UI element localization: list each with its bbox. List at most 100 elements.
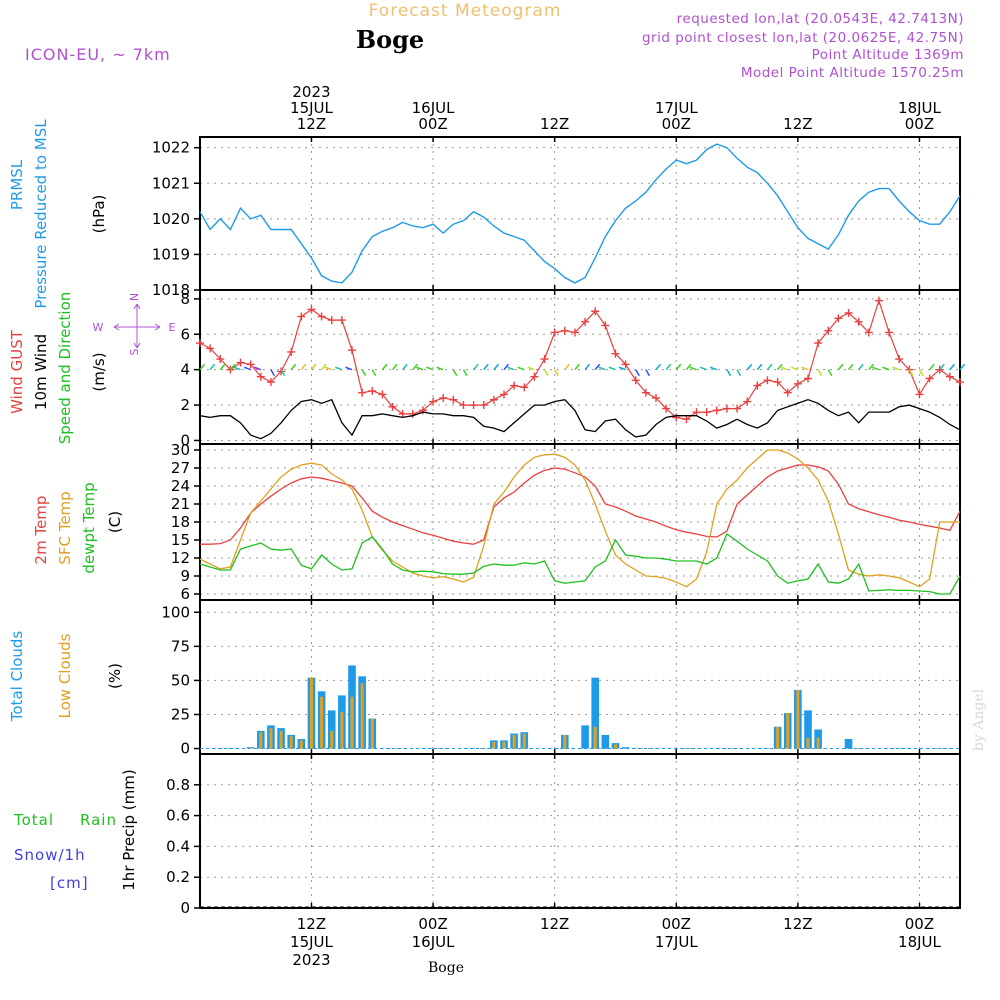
y-tick-label: 1019 bbox=[152, 245, 190, 263]
low-cloud-bar bbox=[299, 740, 303, 749]
point-altitude: Point Altitude 1369m bbox=[812, 47, 964, 63]
wind-direction-arrow bbox=[665, 363, 672, 371]
wind-direction-arrow bbox=[635, 369, 640, 377]
wind-unit: (m/s) bbox=[90, 352, 108, 391]
wind-direction-arrow bbox=[949, 363, 955, 371]
gust-point bbox=[307, 305, 316, 314]
gust-point bbox=[702, 408, 711, 417]
gust-point bbox=[500, 390, 508, 399]
wind-direction-arrow bbox=[827, 369, 833, 377]
gust-point bbox=[905, 365, 914, 374]
gust-point bbox=[763, 376, 772, 385]
y-tick-label: 0 bbox=[180, 740, 190, 758]
precip-ylabel: 1hr Precip (mm) bbox=[120, 769, 138, 890]
top-time-label: 2023 bbox=[292, 83, 330, 101]
wind-direction-arrow bbox=[233, 366, 241, 371]
gust-point bbox=[297, 312, 306, 321]
wind-direction-arrow bbox=[270, 369, 276, 377]
top-time-label: 00Z bbox=[662, 115, 691, 133]
gust-point bbox=[631, 376, 640, 385]
wind-direction-arrow bbox=[361, 369, 367, 377]
low-cloud-bar bbox=[289, 736, 293, 749]
y-tick-label: 8 bbox=[180, 290, 190, 308]
bottom-time-label: 15JUL bbox=[290, 933, 333, 951]
tsfc-label: SFC Temp bbox=[56, 491, 74, 564]
gust-point bbox=[621, 360, 630, 369]
top-time-label: 12Z bbox=[540, 115, 569, 133]
low-cloud-bar bbox=[340, 711, 344, 749]
wind-direction-arrow bbox=[908, 369, 914, 377]
gust-point bbox=[398, 409, 407, 418]
panel-frame-precip bbox=[199, 753, 961, 909]
gust-point bbox=[449, 395, 458, 404]
compass-n: N bbox=[128, 293, 141, 301]
gust-point bbox=[773, 378, 782, 387]
gust-point bbox=[793, 379, 802, 388]
wind-direction-arrow bbox=[335, 366, 343, 371]
top-time-label: 15JUL bbox=[290, 99, 333, 117]
dewpoint-line bbox=[199, 533, 961, 595]
gust-point bbox=[560, 326, 569, 335]
gust-point bbox=[358, 388, 367, 397]
low-cloud-bar bbox=[492, 741, 496, 749]
wind-direction-label: Speed and Direction bbox=[56, 292, 74, 445]
requested-coords: requested lon,lat (20.0543E, 42.7413N) bbox=[677, 11, 964, 27]
total-cloud-bar bbox=[327, 710, 336, 749]
gust-point bbox=[935, 365, 944, 374]
gust-point bbox=[388, 402, 397, 411]
bottom-time-label: 18JUL bbox=[898, 933, 941, 951]
watermark: by Angel bbox=[971, 688, 987, 751]
total-cloud-label: Total Clouds bbox=[8, 631, 26, 723]
gust-point bbox=[611, 349, 620, 358]
wind-direction-arrow bbox=[837, 363, 844, 371]
gust-point bbox=[196, 339, 204, 348]
gust-point bbox=[682, 415, 691, 424]
gust-point bbox=[489, 395, 498, 404]
top-time-label: 17JUL bbox=[655, 99, 698, 117]
gust-point bbox=[885, 328, 894, 337]
wind-direction-arrow bbox=[892, 366, 900, 371]
y-tick-label: 0.2 bbox=[166, 868, 190, 886]
gust-point bbox=[439, 393, 448, 402]
wind-direction-arrow bbox=[543, 369, 549, 377]
wind-direction-arrow bbox=[391, 363, 398, 371]
gust-point bbox=[479, 401, 488, 410]
wind-direction-arrow bbox=[959, 363, 966, 371]
gust-point bbox=[722, 404, 731, 413]
gust-point bbox=[601, 321, 610, 330]
bottom-time-label: 2023 bbox=[292, 951, 330, 969]
wind-direction-arrow bbox=[324, 366, 332, 371]
low-cloud-bar bbox=[360, 683, 364, 749]
gust-point bbox=[348, 346, 356, 355]
wind-label: 10m Wind bbox=[32, 334, 50, 410]
bottom-time-label: 16JUL bbox=[412, 933, 455, 951]
wind-direction-arrow bbox=[280, 369, 286, 377]
gust-point bbox=[864, 328, 873, 337]
low-cloud-bar bbox=[370, 718, 374, 749]
gust-point bbox=[418, 406, 427, 415]
wind-direction-arrow bbox=[416, 366, 424, 371]
wind-direction-arrow bbox=[801, 366, 809, 371]
low-cloud-bar bbox=[522, 733, 526, 749]
wind-direction-arrow bbox=[918, 369, 924, 377]
wind-direction-arrow bbox=[219, 363, 226, 371]
wind-direction-arrow bbox=[436, 366, 444, 371]
dewpoint-label: dewpt Temp bbox=[80, 482, 98, 573]
bottom-time-label: 17JUL bbox=[655, 933, 698, 951]
cloud-unit: (%) bbox=[106, 663, 124, 689]
bottom-time-label: 00Z bbox=[418, 915, 447, 933]
y-tick-label: 15 bbox=[171, 531, 190, 549]
total-cloud-bar bbox=[804, 710, 812, 749]
top-time-label: 18JUL bbox=[898, 99, 941, 117]
gust-point bbox=[408, 409, 417, 418]
gust-point bbox=[581, 317, 590, 326]
low-cloud-bar bbox=[279, 730, 283, 749]
gust-point bbox=[236, 358, 245, 367]
wind-direction-arrow bbox=[462, 369, 468, 377]
y-tick-label: 25 bbox=[171, 705, 190, 723]
total-cloud-bar bbox=[581, 725, 589, 749]
y-tick-label: 24 bbox=[171, 477, 190, 495]
gust-point bbox=[824, 326, 833, 335]
gust-point bbox=[814, 339, 823, 348]
gust-point bbox=[287, 347, 296, 356]
